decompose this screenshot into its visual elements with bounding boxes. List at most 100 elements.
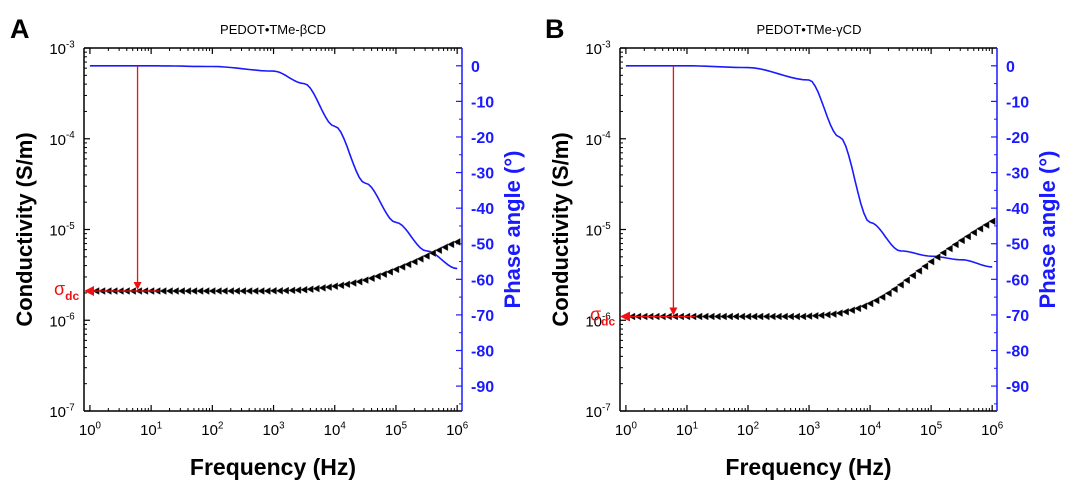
y-right-tick-label: -70 xyxy=(471,308,494,325)
conductivity-point xyxy=(878,293,886,301)
dc-down-arrowhead xyxy=(133,282,142,291)
y-left-axis-title: Conductivity (S/m) xyxy=(12,132,37,326)
x-tick-label: 106 xyxy=(446,420,468,439)
y-right-tick-label: -10 xyxy=(1006,94,1029,111)
conductivity-point xyxy=(159,287,167,295)
y-right-tick-label: -90 xyxy=(1006,379,1029,396)
x-tick-label: 103 xyxy=(262,420,284,439)
conductivity-point xyxy=(988,217,996,226)
conductivity-point xyxy=(933,253,941,261)
conductivity-point xyxy=(939,248,947,257)
conductivity-point xyxy=(744,312,752,321)
conductivity-point xyxy=(312,284,320,293)
conductivity-point xyxy=(823,310,831,319)
conductivity-point xyxy=(245,287,253,295)
conductivity-point xyxy=(951,240,959,249)
y-right-tick-label: -30 xyxy=(1006,166,1029,183)
conductivity-point xyxy=(963,232,971,241)
conductivity-point xyxy=(841,307,849,316)
phase-angle-line xyxy=(89,65,458,270)
conductivity-point xyxy=(701,312,709,321)
conductivity-point xyxy=(976,224,984,233)
conductivity-point xyxy=(367,274,375,283)
conductivity-point xyxy=(890,285,898,294)
conductivity-point xyxy=(404,260,412,269)
y-right-tick-label: -30 xyxy=(471,166,494,183)
y-right-tick-label: -70 xyxy=(1006,308,1029,325)
conductivity-point xyxy=(860,302,868,311)
y-right-tick-label: -40 xyxy=(1006,201,1029,218)
conductivity-point xyxy=(731,312,739,321)
conductivity-point xyxy=(719,312,727,321)
x-tick-label: 101 xyxy=(140,420,162,439)
y-left-tick-label: 10-7 xyxy=(585,402,610,421)
y-right-tick-label: -80 xyxy=(471,344,494,361)
conductivity-point xyxy=(220,287,228,295)
conductivity-point xyxy=(440,243,449,252)
conductivity-point xyxy=(847,306,855,315)
conductivity-point xyxy=(416,255,424,263)
x-tick-label: 100 xyxy=(79,420,102,439)
y-left-tick-label: 10-4 xyxy=(585,130,611,149)
conductivity-point xyxy=(385,268,393,276)
conductivity-point xyxy=(349,279,357,287)
conductivity-point xyxy=(269,286,277,295)
x-tick-label: 105 xyxy=(920,420,943,439)
y-right-tick-label: -40 xyxy=(471,201,494,218)
conductivity-point xyxy=(908,271,916,280)
x-tick-label: 106 xyxy=(981,420,1003,439)
phase-angle-line xyxy=(625,65,993,268)
conductivity-point xyxy=(398,263,406,271)
conductivity-point xyxy=(884,289,892,298)
conductivity-point xyxy=(281,286,289,295)
conductivity-point xyxy=(275,286,283,295)
conductivity-point xyxy=(725,312,733,321)
conductivity-point xyxy=(373,272,381,281)
conductivity-point xyxy=(165,287,173,295)
x-tick-label: 102 xyxy=(201,420,223,439)
conductivity-point xyxy=(914,267,923,275)
y-left-tick-label: 10-6 xyxy=(49,312,74,331)
conductivity-point xyxy=(263,287,271,295)
conductivity-point xyxy=(208,287,216,295)
conductivity-point xyxy=(817,311,825,320)
y-right-tick-label: 0 xyxy=(471,59,480,76)
conductivity-point xyxy=(177,287,185,295)
conductivity-point xyxy=(762,312,770,321)
y-left-tick-label: 10-7 xyxy=(49,402,74,421)
y-right-tick-label: -90 xyxy=(471,379,494,396)
conductivity-point xyxy=(183,287,192,295)
conductivity-point xyxy=(202,287,210,295)
panel-label: B xyxy=(545,14,565,44)
conductivity-point xyxy=(428,249,436,257)
conductivity-point xyxy=(902,276,910,285)
y-right-tick-label: -60 xyxy=(471,272,494,289)
conductivity-point xyxy=(251,287,259,295)
y-left-tick-label: 10-3 xyxy=(49,39,74,58)
conductivity-point xyxy=(896,280,904,289)
y-left-tick-label: 10-3 xyxy=(585,39,610,58)
conductivity-point xyxy=(835,309,843,317)
conductivity-point xyxy=(238,287,247,295)
dc-down-arrowhead xyxy=(669,307,678,316)
conductivity-point xyxy=(214,287,222,295)
conductivity-point xyxy=(392,265,400,274)
conductivity-point xyxy=(294,286,302,294)
x-tick-label: 101 xyxy=(676,420,698,439)
conductivity-point xyxy=(324,283,332,291)
conductivity-point xyxy=(792,312,800,321)
y-right-tick-label: -20 xyxy=(1006,130,1029,147)
x-tick-label: 104 xyxy=(859,420,882,439)
chart-title: PEDOT•TMe-γCD xyxy=(757,22,862,37)
chart-title: PEDOT•TMe-βCD xyxy=(220,22,326,37)
conductivity-point xyxy=(811,311,819,320)
sigma-dc-label: σdc xyxy=(590,304,615,328)
y-right-tick-label: -50 xyxy=(1006,237,1029,254)
conductivity-point xyxy=(853,304,862,313)
x-tick-label: 103 xyxy=(798,420,820,439)
y-left-tick-label: 10-6 xyxy=(585,312,610,331)
conductivity-point xyxy=(921,262,929,271)
dc-left-arrowhead xyxy=(84,286,94,297)
x-tick-label: 104 xyxy=(324,420,347,439)
